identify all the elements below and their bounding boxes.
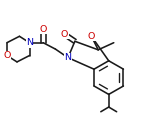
Text: N: N xyxy=(65,53,71,62)
Text: O: O xyxy=(88,32,95,41)
Text: O: O xyxy=(61,30,68,39)
Text: O: O xyxy=(3,51,11,60)
Text: O: O xyxy=(39,25,47,34)
Text: N: N xyxy=(26,38,33,47)
